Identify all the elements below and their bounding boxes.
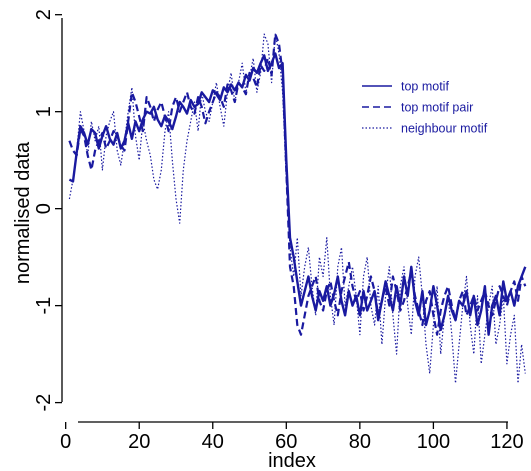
- legend: top motif top motif pair neighbour motif: [362, 80, 488, 136]
- legend-label-0: top motif: [401, 80, 449, 94]
- x-tick-label-1: 20: [128, 431, 150, 453]
- legend-label-2: neighbour motif: [401, 122, 488, 136]
- y-tick-label-3: 1: [33, 106, 55, 117]
- series-layer: [68, 32, 527, 384]
- x-tick-label-2: 40: [202, 431, 224, 453]
- x-tick-label-3: 60: [275, 431, 297, 453]
- y-axis-label: normalised data: [12, 141, 34, 284]
- x-tick-label-4: 80: [349, 431, 371, 453]
- y-tick-label-1: -1: [33, 297, 55, 315]
- y-tick-label-2: 0: [33, 203, 55, 214]
- series-line-solid: [68, 52, 527, 336]
- y-tick-label-4: 2: [33, 9, 55, 20]
- x-tick-label-5: 100: [417, 431, 450, 453]
- x-tick-label-0: 0: [60, 431, 71, 453]
- series-line-dashed: [68, 32, 527, 336]
- x-tick-label-6: 120: [490, 431, 523, 453]
- series-line-dotted: [68, 33, 526, 384]
- y-axis: -2 -1 0 1 2: [33, 9, 63, 412]
- legend-label-1: top motif pair: [401, 101, 473, 115]
- y-tick-label-0: -2: [33, 394, 55, 412]
- x-axis: 0 20 40 60 80 100 120: [60, 421, 524, 453]
- x-axis-label: index: [268, 450, 316, 471]
